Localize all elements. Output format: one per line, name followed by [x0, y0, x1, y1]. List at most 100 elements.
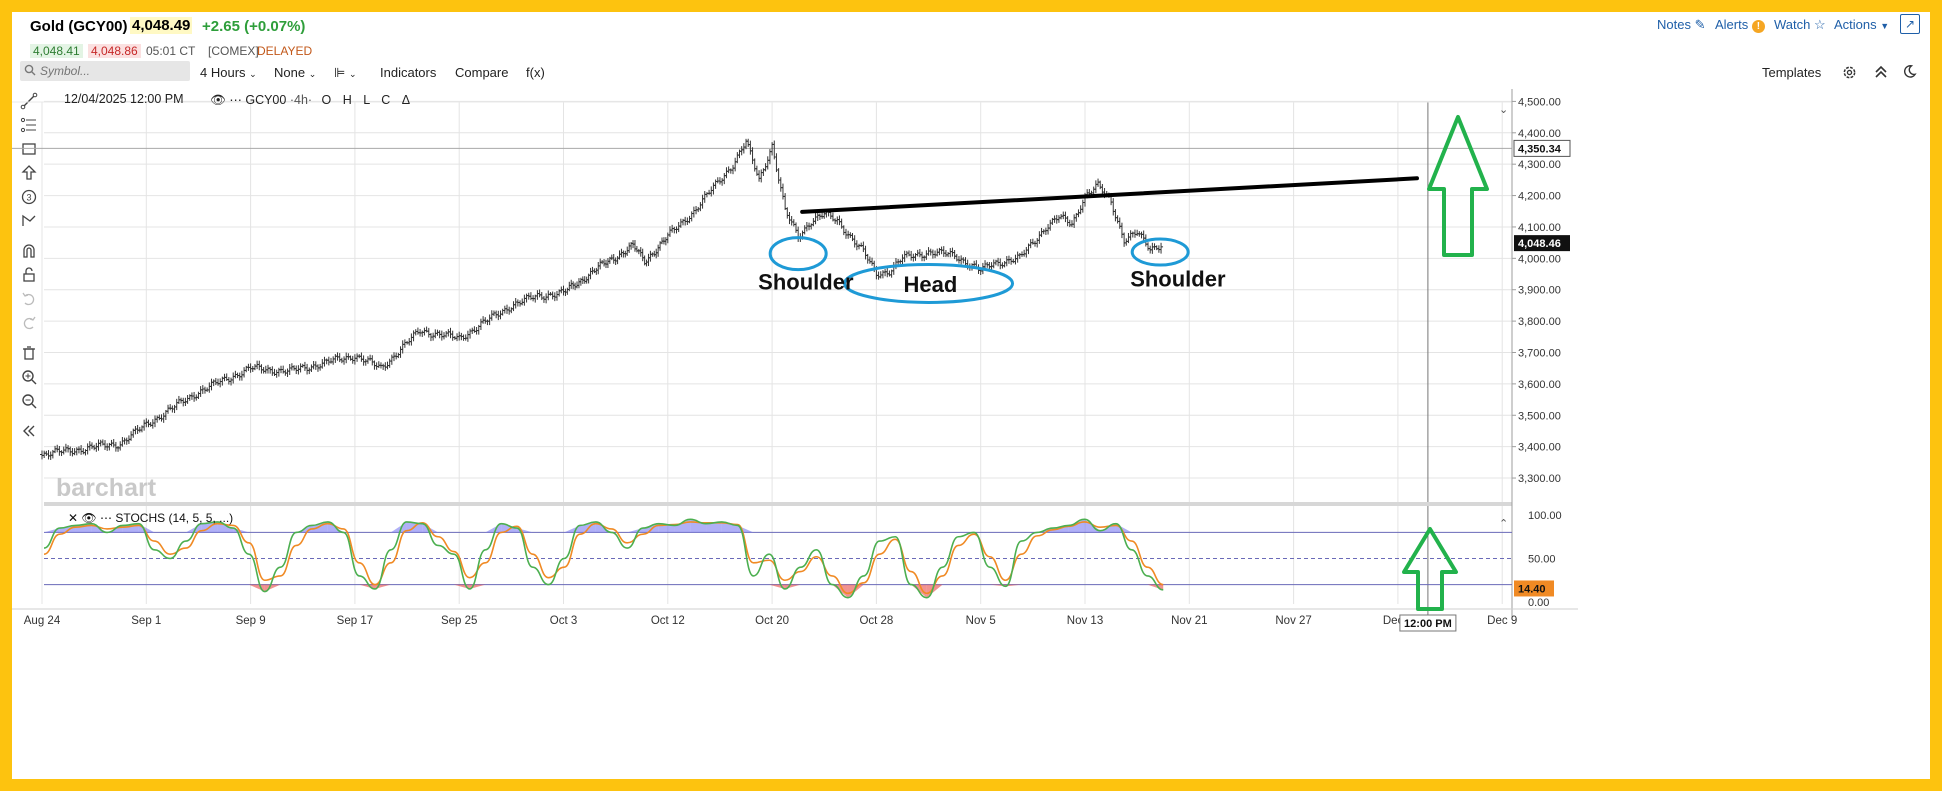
legend-open: O: [321, 93, 332, 107]
study-label: None: [274, 65, 306, 80]
crosshair-time-box: [1399, 614, 1457, 632]
chevron-down-icon: ⌄: [1499, 103, 1508, 116]
x-tick-label: Oct 20: [755, 615, 789, 627]
stoch-oversold-fill: [926, 584, 943, 598]
barchart-watermark: barchart: [56, 474, 157, 502]
right-shoulder-ellipse: [1130, 237, 1190, 267]
compare-button[interactable]: Compare: [455, 65, 509, 80]
stoch-overbought-fill: [390, 521, 407, 533]
number-tool-icon[interactable]: 3: [20, 188, 38, 206]
trendline-tool-icon[interactable]: [20, 92, 38, 110]
undo-icon[interactable]: [20, 290, 38, 308]
zoom-in-icon[interactable]: [20, 368, 38, 386]
x-tick-label: Sep 9: [236, 615, 266, 627]
chevron-down-icon: ⌄: [348, 69, 357, 79]
zoom-out-icon[interactable]: [20, 392, 38, 410]
legend-low: L: [363, 93, 370, 107]
y-tick-label: 3,800.00: [1518, 316, 1561, 328]
fx-button[interactable]: f(x): [526, 65, 545, 80]
y-tick-label: 3,300.00: [1518, 473, 1561, 485]
indicators-button[interactable]: Indicators: [380, 65, 437, 80]
arrow-tool-icon[interactable]: [20, 164, 38, 182]
chevron-down-icon: ⌄: [249, 69, 257, 79]
fib-tool-icon[interactable]: [20, 116, 38, 134]
interval-dropdown[interactable]: 4 Hours ⌄: [200, 65, 257, 80]
y-tick-label: 4,100.00: [1518, 222, 1561, 234]
price-change: +2.65 (+0.07%): [202, 18, 306, 35]
y-tick-label: 3,600.00: [1518, 379, 1561, 391]
study-dropdown[interactable]: None ⌄: [274, 65, 316, 80]
moon-icon[interactable]: [1902, 64, 1917, 79]
stoch-oversold-fill: [832, 584, 848, 598]
collapse-up-icon[interactable]: [1874, 65, 1888, 79]
x-tick-label: Dec 9: [1487, 615, 1517, 627]
expand-icon[interactable]: ↗: [1900, 14, 1920, 34]
actions-label: Actions: [1834, 17, 1877, 32]
legend-close: C: [381, 93, 391, 107]
trash-icon[interactable]: [20, 344, 38, 362]
y-tick-label: 4,500.00: [1518, 96, 1561, 108]
x-tick-label: Aug 24: [24, 615, 61, 627]
y-tick-label: 4,400.00: [1518, 128, 1561, 140]
notes-link[interactable]: Notes ✎: [1657, 17, 1706, 33]
templates-button[interactable]: Templates: [1762, 65, 1822, 80]
delayed-badge: DELAYED: [257, 44, 313, 58]
stoch-oversold-fill: [264, 584, 281, 592]
redo-icon[interactable]: [20, 314, 38, 332]
star-icon: ☆: [1813, 17, 1826, 32]
chevron-up-icon: ⌃: [1499, 517, 1508, 530]
stoch-overbought-fill: [706, 521, 722, 533]
legend-high: H: [342, 93, 352, 107]
watch-link[interactable]: Watch ☆: [1774, 17, 1826, 33]
y-tick-label: 3,400.00: [1518, 442, 1561, 454]
search-icon: [24, 64, 36, 76]
unlock-icon[interactable]: [20, 266, 38, 284]
stoch-overbought-fill: [185, 523, 202, 533]
alerts-link[interactable]: Alerts !: [1715, 17, 1765, 33]
interval-label: 4 Hours: [200, 65, 246, 80]
legend-symbol-row: 👁 ⋯ GCY00 ·4h· O H L C Δ: [210, 92, 410, 108]
price-marker-box: [1513, 139, 1571, 157]
collapse-sidebar-icon[interactable]: [20, 422, 38, 440]
chart-canvas[interactable]: Aug 24 Sep 1 Sep 9 Sep 17 Sep 25 Oct 3 Oct 12 O…: [12, 89, 1930, 779]
x-tick-label: Nov 5: [966, 615, 996, 627]
magnet-icon[interactable]: [20, 242, 38, 260]
chevron-down-icon: ⌄: [308, 69, 317, 79]
neckline: [800, 176, 1419, 214]
pencil-icon: ✎: [1694, 17, 1706, 32]
chart-type-dropdown[interactable]: ⊫ ⌄: [334, 65, 357, 81]
more-dots-icon[interactable]: ⋯: [99, 511, 112, 525]
left-shoulder-label: Shoulder: [758, 270, 854, 295]
stoch-overbought-fill: [595, 521, 612, 533]
stoch-overbought-fill: [138, 523, 155, 533]
symbol-search-input[interactable]: [20, 61, 190, 81]
rectangle-tool-icon[interactable]: [20, 140, 38, 158]
gear-icon[interactable]: [1842, 65, 1857, 80]
price-marker-label: 4,350.34: [1518, 143, 1562, 155]
close-icon[interactable]: ✕: [68, 511, 79, 525]
stoch-oversold-fill: [1005, 584, 1022, 587]
eye-icon[interactable]: 👁: [210, 93, 226, 107]
stoch-overbought-fill: [721, 521, 738, 533]
y-tick-label: 3,700.00: [1518, 347, 1561, 359]
caret-down-icon: ▼: [1880, 21, 1890, 31]
stoch-y-tick-label: 50.00: [1528, 554, 1556, 566]
stoch-label: STOCHS (14, 5, 5, ...): [115, 511, 234, 525]
more-dots-icon[interactable]: ⋯: [229, 93, 242, 107]
stoch-overbought-fill: [1115, 523, 1132, 533]
actions-menu[interactable]: Actions ▼: [1834, 17, 1889, 32]
svg-text:3: 3: [26, 193, 31, 203]
stoch-y-tick-label: 100.00: [1528, 510, 1562, 522]
stoch-y-tick-label: 0.00: [1528, 597, 1549, 609]
eye-icon[interactable]: 👁: [81, 511, 97, 525]
x-tick-label: Sep 25: [441, 615, 477, 627]
x-tick-label: Oct 12: [651, 615, 685, 627]
path-tool-icon[interactable]: [20, 212, 38, 230]
crosshair-time-label: 12:00 PM: [1404, 618, 1452, 630]
notes-label: Notes: [1657, 17, 1691, 32]
legend-symbol: GCY00: [245, 93, 287, 107]
y-tick-label: 4,200.00: [1518, 191, 1561, 203]
target-up-arrow: [1427, 115, 1489, 257]
stoch-oversold-fill: [1147, 584, 1164, 590]
x-tick-label: Sep 1: [131, 615, 161, 627]
